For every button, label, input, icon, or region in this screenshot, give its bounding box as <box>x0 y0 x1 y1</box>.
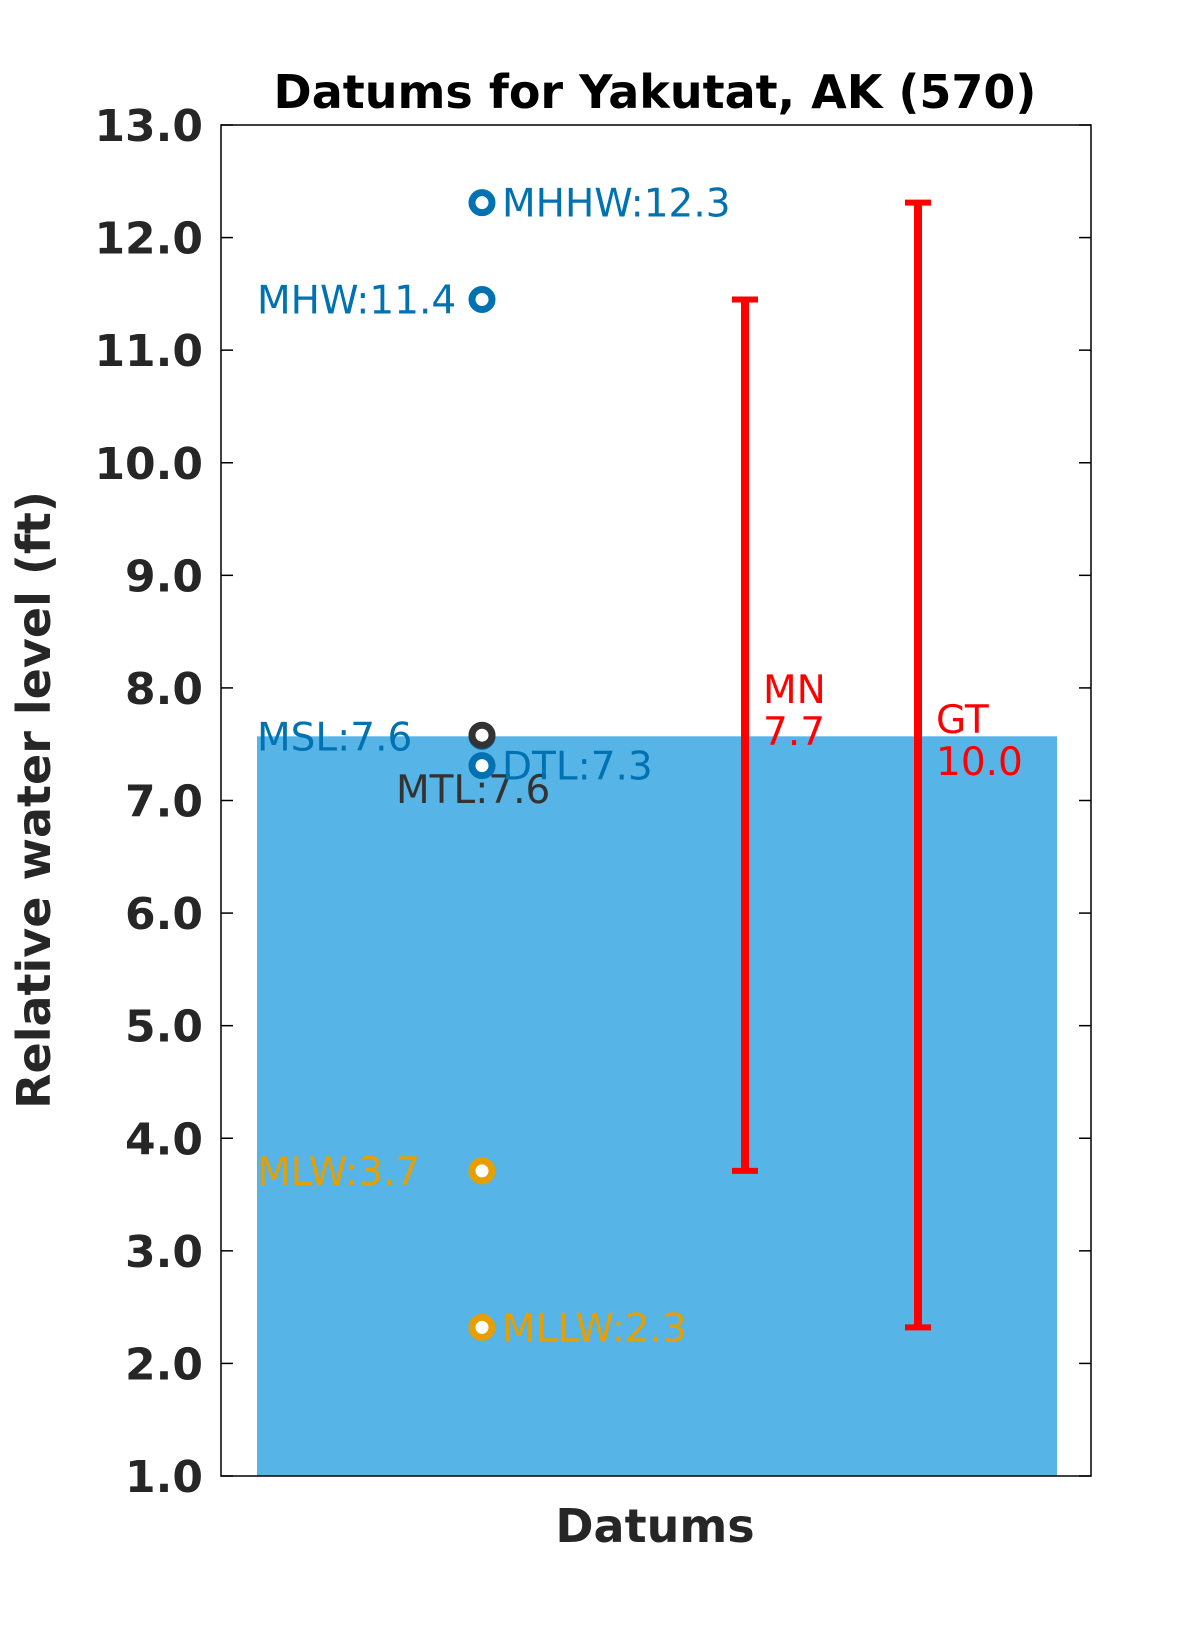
datum-marker <box>468 1157 496 1185</box>
plot-frame <box>220 124 1092 1477</box>
y-tick-label: 10.0 <box>94 439 203 490</box>
y-axis-label: Relative water level (ft) <box>7 491 61 1109</box>
y-tick-label: 3.0 <box>125 1227 203 1278</box>
datum-mllw: MLLW:2.3 <box>468 1306 687 1351</box>
datum-marker <box>468 752 496 780</box>
y-tick-label: 1.0 <box>125 1452 203 1503</box>
datum-label: MLW:3.7 <box>257 1150 420 1195</box>
range-value-label: 10.0 <box>936 740 1023 785</box>
y-tick-label: 13.0 <box>94 101 203 152</box>
datum-marker <box>468 189 496 217</box>
y-ticks: 1.0 2.0 3.0 4.0 5.0 6.0 7.0 8.0 9.0 10.0 11.0 12.0 1… <box>94 101 1091 1503</box>
y-tick-label: 4.0 <box>125 1114 203 1165</box>
datum-mhhw: MHHW:12.3 <box>468 182 731 227</box>
range-value-label: 7.7 <box>763 710 825 755</box>
datum-marker <box>468 721 496 749</box>
y-tick-label: 8.0 <box>125 664 203 715</box>
y-tick-label: 5.0 <box>125 1002 203 1053</box>
y-tick-label: 2.0 <box>125 1339 203 1390</box>
chart-title: Datums for Yakutat, AK (570) <box>274 65 1037 119</box>
datum-dtl: DTL:7.3 <box>468 745 653 790</box>
y-tick-label: 9.0 <box>125 551 203 602</box>
y-tick-label: 12.0 <box>94 214 203 265</box>
y-tick-label: 6.0 <box>125 889 203 940</box>
datum-label: DTL:7.3 <box>502 745 653 790</box>
range-mn: MN7.7 <box>732 296 826 1174</box>
y-tick-label: 11.0 <box>94 326 203 377</box>
datum-label: MHHW:12.3 <box>502 182 731 227</box>
datum-label: MHW:11.4 <box>257 279 456 324</box>
datum-markers: MHHW:12.3MHW:11.4MSL:7.6MTL:7.6DTL:7.3ML… <box>257 182 731 1352</box>
y-tick-label: 7.0 <box>125 777 203 828</box>
datum-label: MSL:7.6 <box>257 715 412 760</box>
datum-marker <box>468 286 496 314</box>
x-axis-label: Datums <box>555 1499 754 1553</box>
datum-mhw: MHW:11.4 <box>257 279 496 324</box>
datum-label: MLLW:2.3 <box>502 1306 687 1351</box>
water-level-fill <box>257 736 1057 1476</box>
datum-marker <box>468 1313 496 1341</box>
datum-mlw: MLW:3.7 <box>257 1150 496 1195</box>
range-name-label: GT <box>936 698 989 743</box>
range-name-label: MN <box>763 668 826 713</box>
